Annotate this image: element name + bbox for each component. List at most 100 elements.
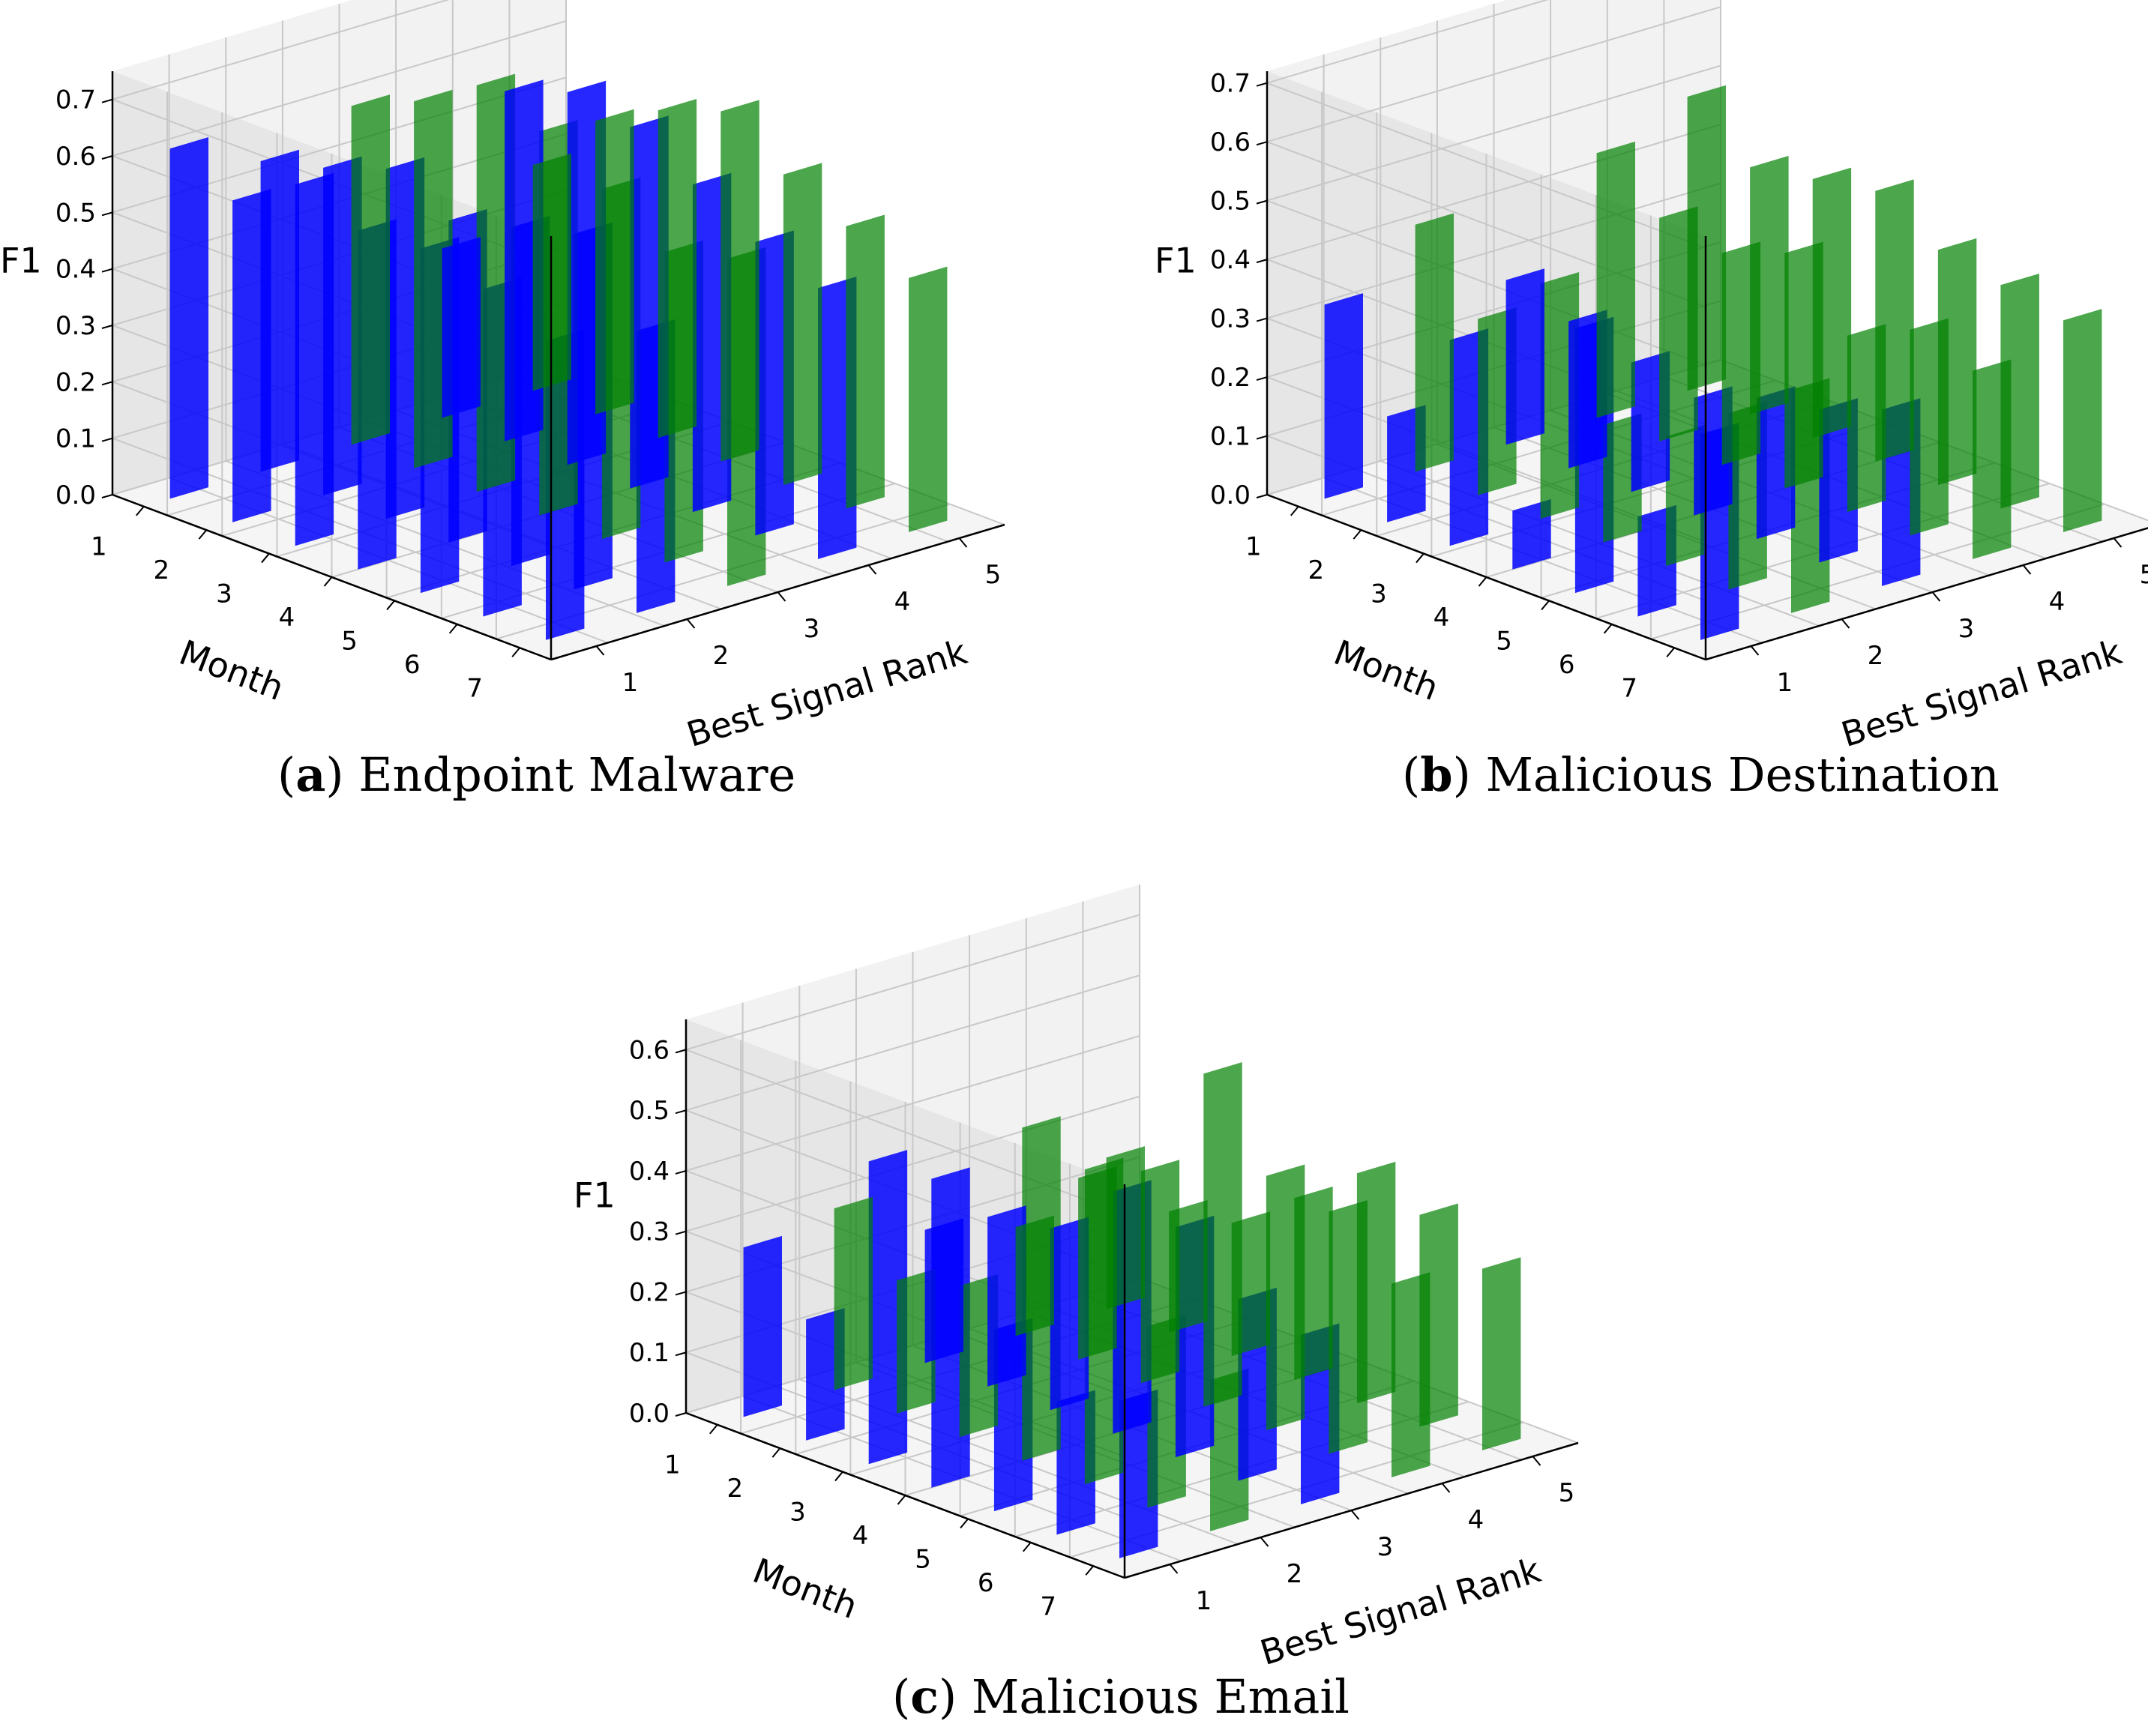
- z-tick: [675, 1049, 687, 1054]
- caption-c: (c) Malicious Email: [892, 1669, 1350, 1724]
- rank-tick: [1532, 1456, 1541, 1466]
- bar-rank_5-month-3: [1231, 1211, 1271, 1357]
- z-tick-label: 0.3: [55, 311, 96, 341]
- rank-tick-label: 5: [2140, 560, 2148, 590]
- z-tick-label: 0.3: [1210, 304, 1251, 334]
- caption-b-text: Malicious Destination: [1485, 747, 1999, 802]
- bar-rank_2-month-1: [834, 1196, 873, 1390]
- rank-tick-label: 5: [1559, 1478, 1575, 1508]
- z-tick: [101, 494, 113, 498]
- z-tick: [101, 325, 113, 329]
- caption-b-letter: b: [1420, 747, 1452, 802]
- z-tick-label: 0.4: [55, 255, 96, 285]
- rank-tick: [777, 591, 786, 602]
- z-tick-label: 0.7: [55, 85, 96, 115]
- month-tick: [136, 506, 145, 516]
- z-tick-label: 0.0: [55, 480, 96, 510]
- panel-b-malicious-destination: 0.0 0.1 0.2 0.3 0.4 0.5 0.6 0.7 F1 1 2 3 4 5 6 7 Month 1 2…: [1155, 0, 2148, 755]
- bar-rank_5-month-3: [658, 99, 697, 438]
- z-tick-label: 0.6: [55, 142, 96, 172]
- month-axis-title: Month: [1329, 632, 1444, 708]
- z-tick: [101, 268, 113, 273]
- bar-rank_3-month-1: [924, 1218, 963, 1363]
- bar-rank_5-month-7: [1482, 1257, 1521, 1450]
- bar-rank_5-month-7: [909, 266, 948, 532]
- month-tick-label: 2: [727, 1474, 744, 1504]
- z-tick-label: 0.2: [55, 367, 96, 397]
- z-tick: [1256, 494, 1268, 498]
- bar-rank_2-month-1: [260, 149, 299, 472]
- z-tick-label: 0.4: [1210, 245, 1251, 275]
- bar-rank_2-month-1: [1415, 213, 1454, 472]
- z-tick-label: 0.0: [1210, 480, 1251, 510]
- month-tick: [261, 552, 270, 564]
- z-tick: [101, 381, 113, 386]
- rank-tick: [595, 645, 605, 656]
- month-tick-label: 6: [1559, 650, 1575, 680]
- bar-rank_5-month-6: [1419, 1203, 1458, 1427]
- bar-rank_5-month-1: [1687, 85, 1726, 391]
- month-tick: [1416, 552, 1425, 564]
- rank-tick-label: 1: [1196, 1586, 1212, 1616]
- bar-rank_5-month-3: [1812, 167, 1852, 438]
- z-tick-label: 0.6: [1210, 127, 1251, 157]
- month-tick-label: 5: [1496, 626, 1512, 656]
- month-tick-label: 1: [1245, 532, 1262, 562]
- z-axis-title: F1: [1155, 240, 1197, 280]
- rank-tick-label: 2: [1287, 1559, 1303, 1589]
- rank-tick: [1441, 1483, 1451, 1493]
- z-tick-label: 0.5: [629, 1096, 670, 1126]
- z-tick: [675, 1412, 687, 1417]
- bar-rank_5-month-6: [846, 214, 885, 509]
- bar-rank_5-month-5: [783, 163, 822, 486]
- rank-tick-label: 3: [804, 614, 820, 644]
- bar-rank_5-month-2: [1750, 155, 1789, 415]
- month-tick-label: 3: [216, 579, 232, 609]
- month-tick: [897, 1495, 906, 1505]
- rank-tick: [1350, 1510, 1360, 1520]
- bar-rank_3-month-1: [351, 94, 390, 445]
- month-tick: [1666, 647, 1675, 657]
- z-tick-label: 0.5: [55, 198, 96, 228]
- month-tick-label: 1: [91, 532, 107, 562]
- z-axis-title: F1: [574, 1175, 616, 1215]
- z-tick: [675, 1109, 687, 1115]
- rank-tick-label: 3: [1377, 1532, 1394, 1562]
- month-tick-label: 6: [978, 1568, 994, 1598]
- bar-rank_5-month-7: [2063, 309, 2102, 532]
- month-tick-label: 2: [1308, 555, 1325, 585]
- month-tick: [960, 1518, 969, 1529]
- rank-tick: [867, 564, 877, 575]
- rank-tick: [2022, 564, 2032, 575]
- month-tick: [198, 529, 208, 540]
- month-axis-title: Month: [747, 1550, 863, 1627]
- rank-tick: [1169, 1564, 1179, 1574]
- z-tick: [101, 98, 113, 103]
- z-axis-title: F1: [0, 240, 42, 280]
- rank-tick-label: 2: [1868, 641, 1884, 671]
- month-tick: [1478, 576, 1487, 587]
- rank-tick: [686, 618, 696, 629]
- z-tick: [675, 1291, 687, 1296]
- month-tick-label: 7: [1040, 1591, 1056, 1621]
- caption-c-letter: c: [910, 1669, 939, 1724]
- bar-rank_5-month-4: [1875, 179, 1914, 462]
- month-tick-label: 3: [1371, 579, 1387, 609]
- month-tick: [386, 600, 395, 611]
- rank-tick-label: 4: [894, 587, 911, 617]
- z-tick-label: 0.1: [1210, 422, 1251, 452]
- caption-a: (a) Endpoint Malware: [277, 747, 795, 802]
- z-tick-label: 0.5: [1210, 187, 1251, 217]
- month-tick-label: 7: [1621, 673, 1637, 703]
- month-tick: [1353, 529, 1362, 540]
- z-tick: [1256, 317, 1268, 322]
- month-tick: [511, 647, 520, 657]
- month-axis-title: Month: [174, 632, 289, 708]
- bar-rank_4-month-1: [442, 237, 481, 418]
- z-tick-label: 0.3: [629, 1217, 670, 1247]
- rank-tick-label: 1: [1777, 668, 1793, 698]
- z-tick-label: 0.4: [629, 1157, 670, 1187]
- z-tick: [675, 1230, 687, 1235]
- bar-rank_5-month-2: [1169, 1200, 1208, 1333]
- rank-tick: [2113, 537, 2123, 548]
